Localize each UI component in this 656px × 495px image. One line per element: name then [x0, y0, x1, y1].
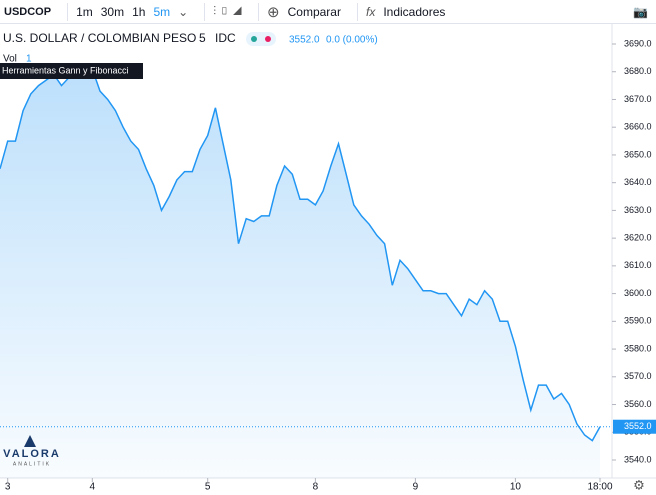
- status-badge[interactable]: [246, 32, 276, 46]
- x-tick-label: 3: [5, 482, 11, 493]
- fx-icon[interactable]: fx: [365, 4, 376, 19]
- x-tick-label: 5: [205, 482, 211, 493]
- y-tick-label: 3540.0: [624, 454, 652, 464]
- camera-icon[interactable]: 📷: [633, 4, 648, 19]
- interval[interactable]: 1h: [132, 4, 146, 19]
- logo-tagline: ANALITIK: [13, 461, 51, 467]
- legend-title: U.S. DOLLAR / COLOMBIAN PESO: [3, 31, 196, 45]
- x-tick-label: 18:00: [587, 482, 612, 493]
- y-tick-label: 3570.0: [624, 371, 652, 381]
- status-dot: [251, 36, 257, 42]
- y-tick-label: 3560.0: [624, 399, 652, 409]
- chart-style-icon[interactable]: ⫶ ▯ ◢: [213, 4, 243, 18]
- indicators-button[interactable]: Indicadores: [383, 4, 446, 19]
- tooltip: Herramientas Gann y Fibonacci: [2, 65, 129, 75]
- logo-icon: [24, 435, 36, 447]
- status-dot: [265, 36, 271, 42]
- y-tick-label: 3660.0: [624, 122, 652, 132]
- y-tick-label: 3620.0: [624, 233, 652, 243]
- y-tick-label: 3600.0: [624, 288, 652, 298]
- dropdown-icon[interactable]: ⌄: [178, 4, 189, 19]
- legend-source: IDC: [215, 31, 236, 45]
- logo: VALORA ANALITIK: [3, 435, 61, 467]
- legend-interval: 5: [199, 31, 206, 45]
- y-tick-label: 3680.0: [624, 66, 652, 76]
- y-tick-label: 3650.0: [624, 149, 652, 159]
- y-tick-label: 3630.0: [624, 205, 652, 215]
- y-tick-label: 3580.0: [624, 343, 652, 353]
- interval[interactable]: 5m: [153, 4, 171, 19]
- volume-label: Vol: [3, 54, 17, 65]
- last-price-tag: [613, 419, 656, 434]
- x-tick-label: 10: [510, 482, 522, 493]
- settings-icon[interactable]: ⚙: [633, 477, 645, 492]
- y-tick-label: 3640.0: [624, 177, 652, 187]
- y-tick-label: 3670.0: [624, 94, 652, 104]
- add-icon[interactable]: ⊕: [267, 3, 280, 21]
- interval[interactable]: 1m: [76, 4, 93, 19]
- compare-button[interactable]: Comparar: [287, 4, 341, 19]
- area-fill: [0, 69, 600, 478]
- toolbar: USDCOP 1m 30m 1h 5m ⌄ ⫶ ▯ ◢ ⊕ Comparar f…: [0, 0, 656, 24]
- chart: U.S. DOLLAR / COLOMBIAN PESO 5 IDC 3552.…: [0, 23, 656, 493]
- y-tick-label: 3610.0: [624, 260, 652, 270]
- x-tick-label: 4: [90, 482, 96, 493]
- price-line: [0, 67, 601, 442]
- y-tick-label: 3690.0: [624, 38, 652, 48]
- logo-name: VALORA: [3, 448, 61, 460]
- tooltip-box: [0, 63, 143, 79]
- symbol[interactable]: USDCOP: [4, 5, 52, 18]
- volume-value: 1: [26, 54, 32, 65]
- legend-price: 3552.0: [289, 35, 320, 46]
- last-price-label: 3552.0: [624, 421, 652, 431]
- y-tick-label: 3590.0: [624, 316, 652, 326]
- x-tick-label: 8: [313, 482, 319, 493]
- legend-change: 0.0 (0.00%): [326, 35, 378, 46]
- x-tick-label: 9: [413, 482, 419, 493]
- interval[interactable]: 30m: [100, 4, 125, 19]
